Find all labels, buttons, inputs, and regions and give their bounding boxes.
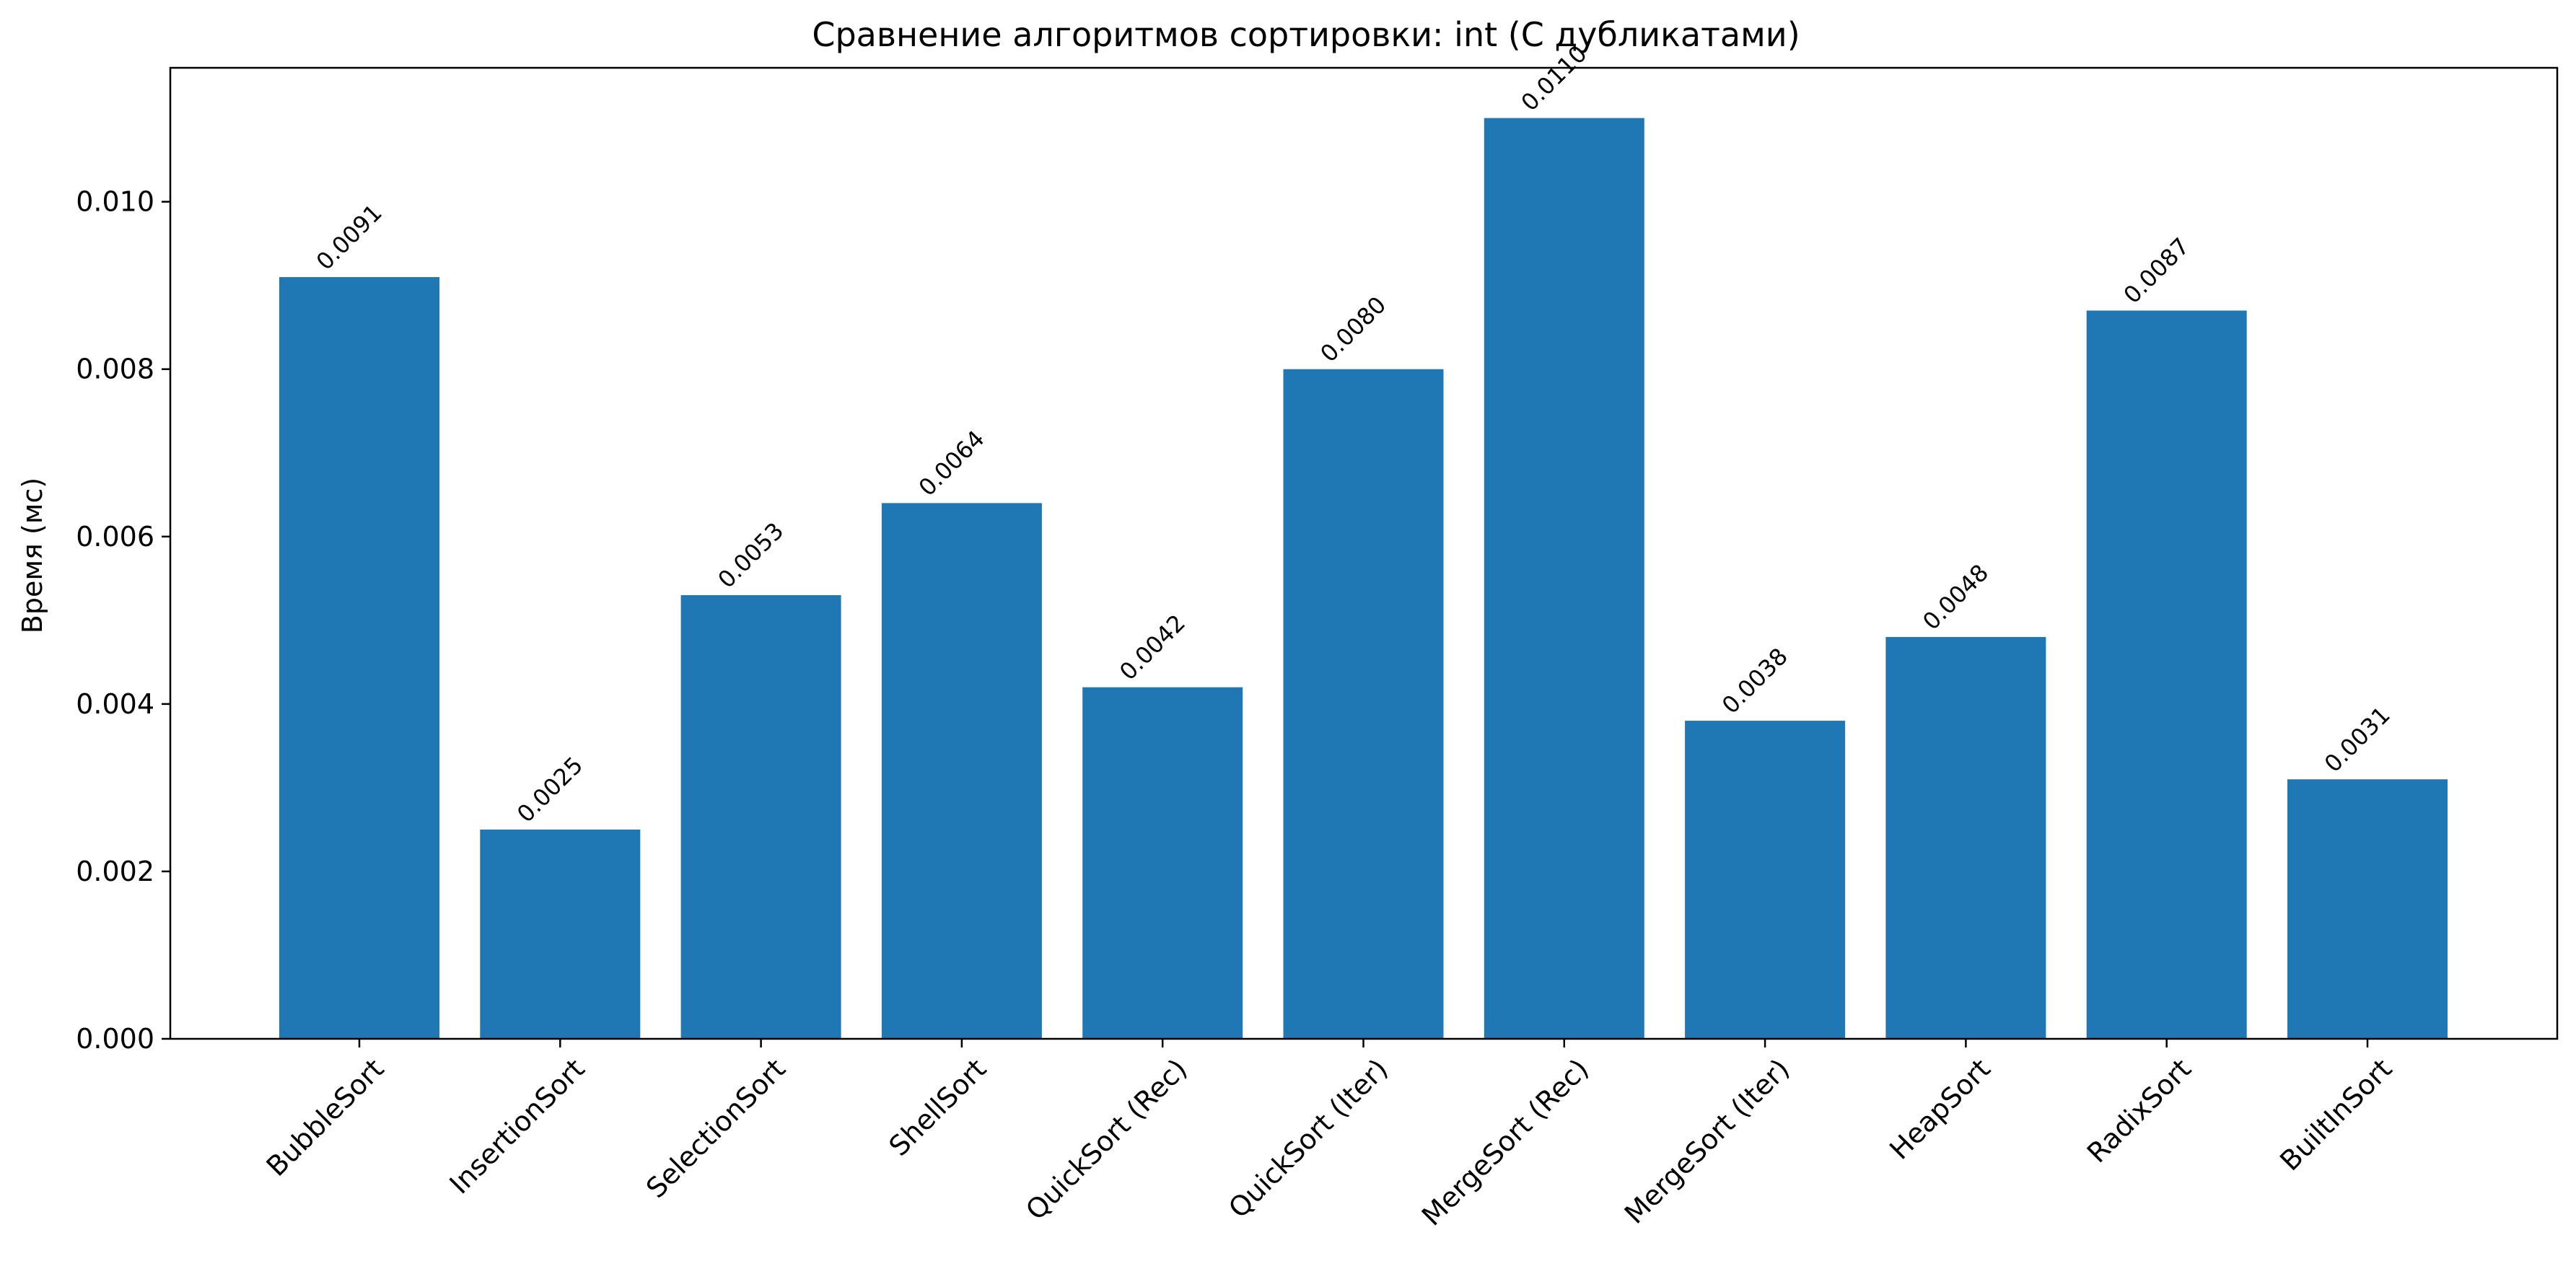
y-tick-label: 0.008 [76, 353, 154, 385]
bar [1685, 721, 1846, 1039]
x-tick-label: BuiltInSort [2274, 1053, 2398, 1177]
bar [1484, 118, 1644, 1039]
y-tick-label: 0.004 [76, 688, 154, 720]
bar [881, 503, 1042, 1039]
y-axis-label: Время (мс) [17, 478, 48, 633]
x-tick-label: InsertionSort [443, 1053, 590, 1200]
data-label: 0.0038 [1717, 643, 1793, 719]
x-tick-label: ShellSort [883, 1053, 993, 1162]
y-ticks-group: 0.000 0.002 0.004 0.006 0.008 0.010 [76, 186, 170, 1055]
x-tick-label: HeapSort [1883, 1053, 1996, 1165]
bar [1283, 369, 1444, 1040]
y-tick-label: 0.002 [76, 856, 154, 887]
data-label: 0.0031 [2319, 701, 2396, 778]
bar [680, 595, 841, 1039]
data-label: 0.0025 [512, 752, 588, 828]
data-label: 0.0042 [1114, 609, 1191, 685]
y-tick-label: 0.006 [76, 521, 154, 553]
bar [1885, 637, 2046, 1039]
data-label: 0.0087 [2118, 232, 2194, 309]
x-tick-label: BubbleSort [260, 1053, 390, 1182]
data-label: 0.0064 [914, 425, 990, 501]
x-tick-label: RadixSort [2081, 1053, 2197, 1169]
bar [480, 829, 641, 1039]
x-tick-label: SelectionSort [640, 1053, 792, 1204]
bar [1082, 687, 1243, 1039]
y-tick-label: 0.000 [76, 1023, 154, 1055]
x-tick-label: MergeSort (Iter) [1618, 1053, 1796, 1230]
data-label: 0.0053 [712, 517, 789, 594]
bar [279, 277, 439, 1040]
x-tick-label: QuickSort (Iter) [1222, 1053, 1394, 1224]
plot-frame [169, 66, 2559, 1040]
x-tick-label: MergeSort (Rec) [1416, 1053, 1595, 1231]
bar [2086, 310, 2247, 1039]
data-label: 0.0091 [311, 199, 387, 276]
x-ticks-group: BubbleSort InsertionSort SelectionSort Shel… [260, 1039, 2398, 1232]
x-tick-label: QuickSort (Rec) [1020, 1053, 1193, 1226]
bars-group: 0.00910.00250.00530.00640.00420.00800.01… [279, 40, 2448, 1040]
data-label: 0.0080 [1315, 291, 1391, 367]
chart-title: Сравнение алгоритмов сортировки: int (С … [812, 15, 1800, 54]
bar [2287, 779, 2448, 1039]
data-label: 0.0048 [1917, 559, 1994, 636]
y-tick-label: 0.010 [76, 186, 154, 218]
